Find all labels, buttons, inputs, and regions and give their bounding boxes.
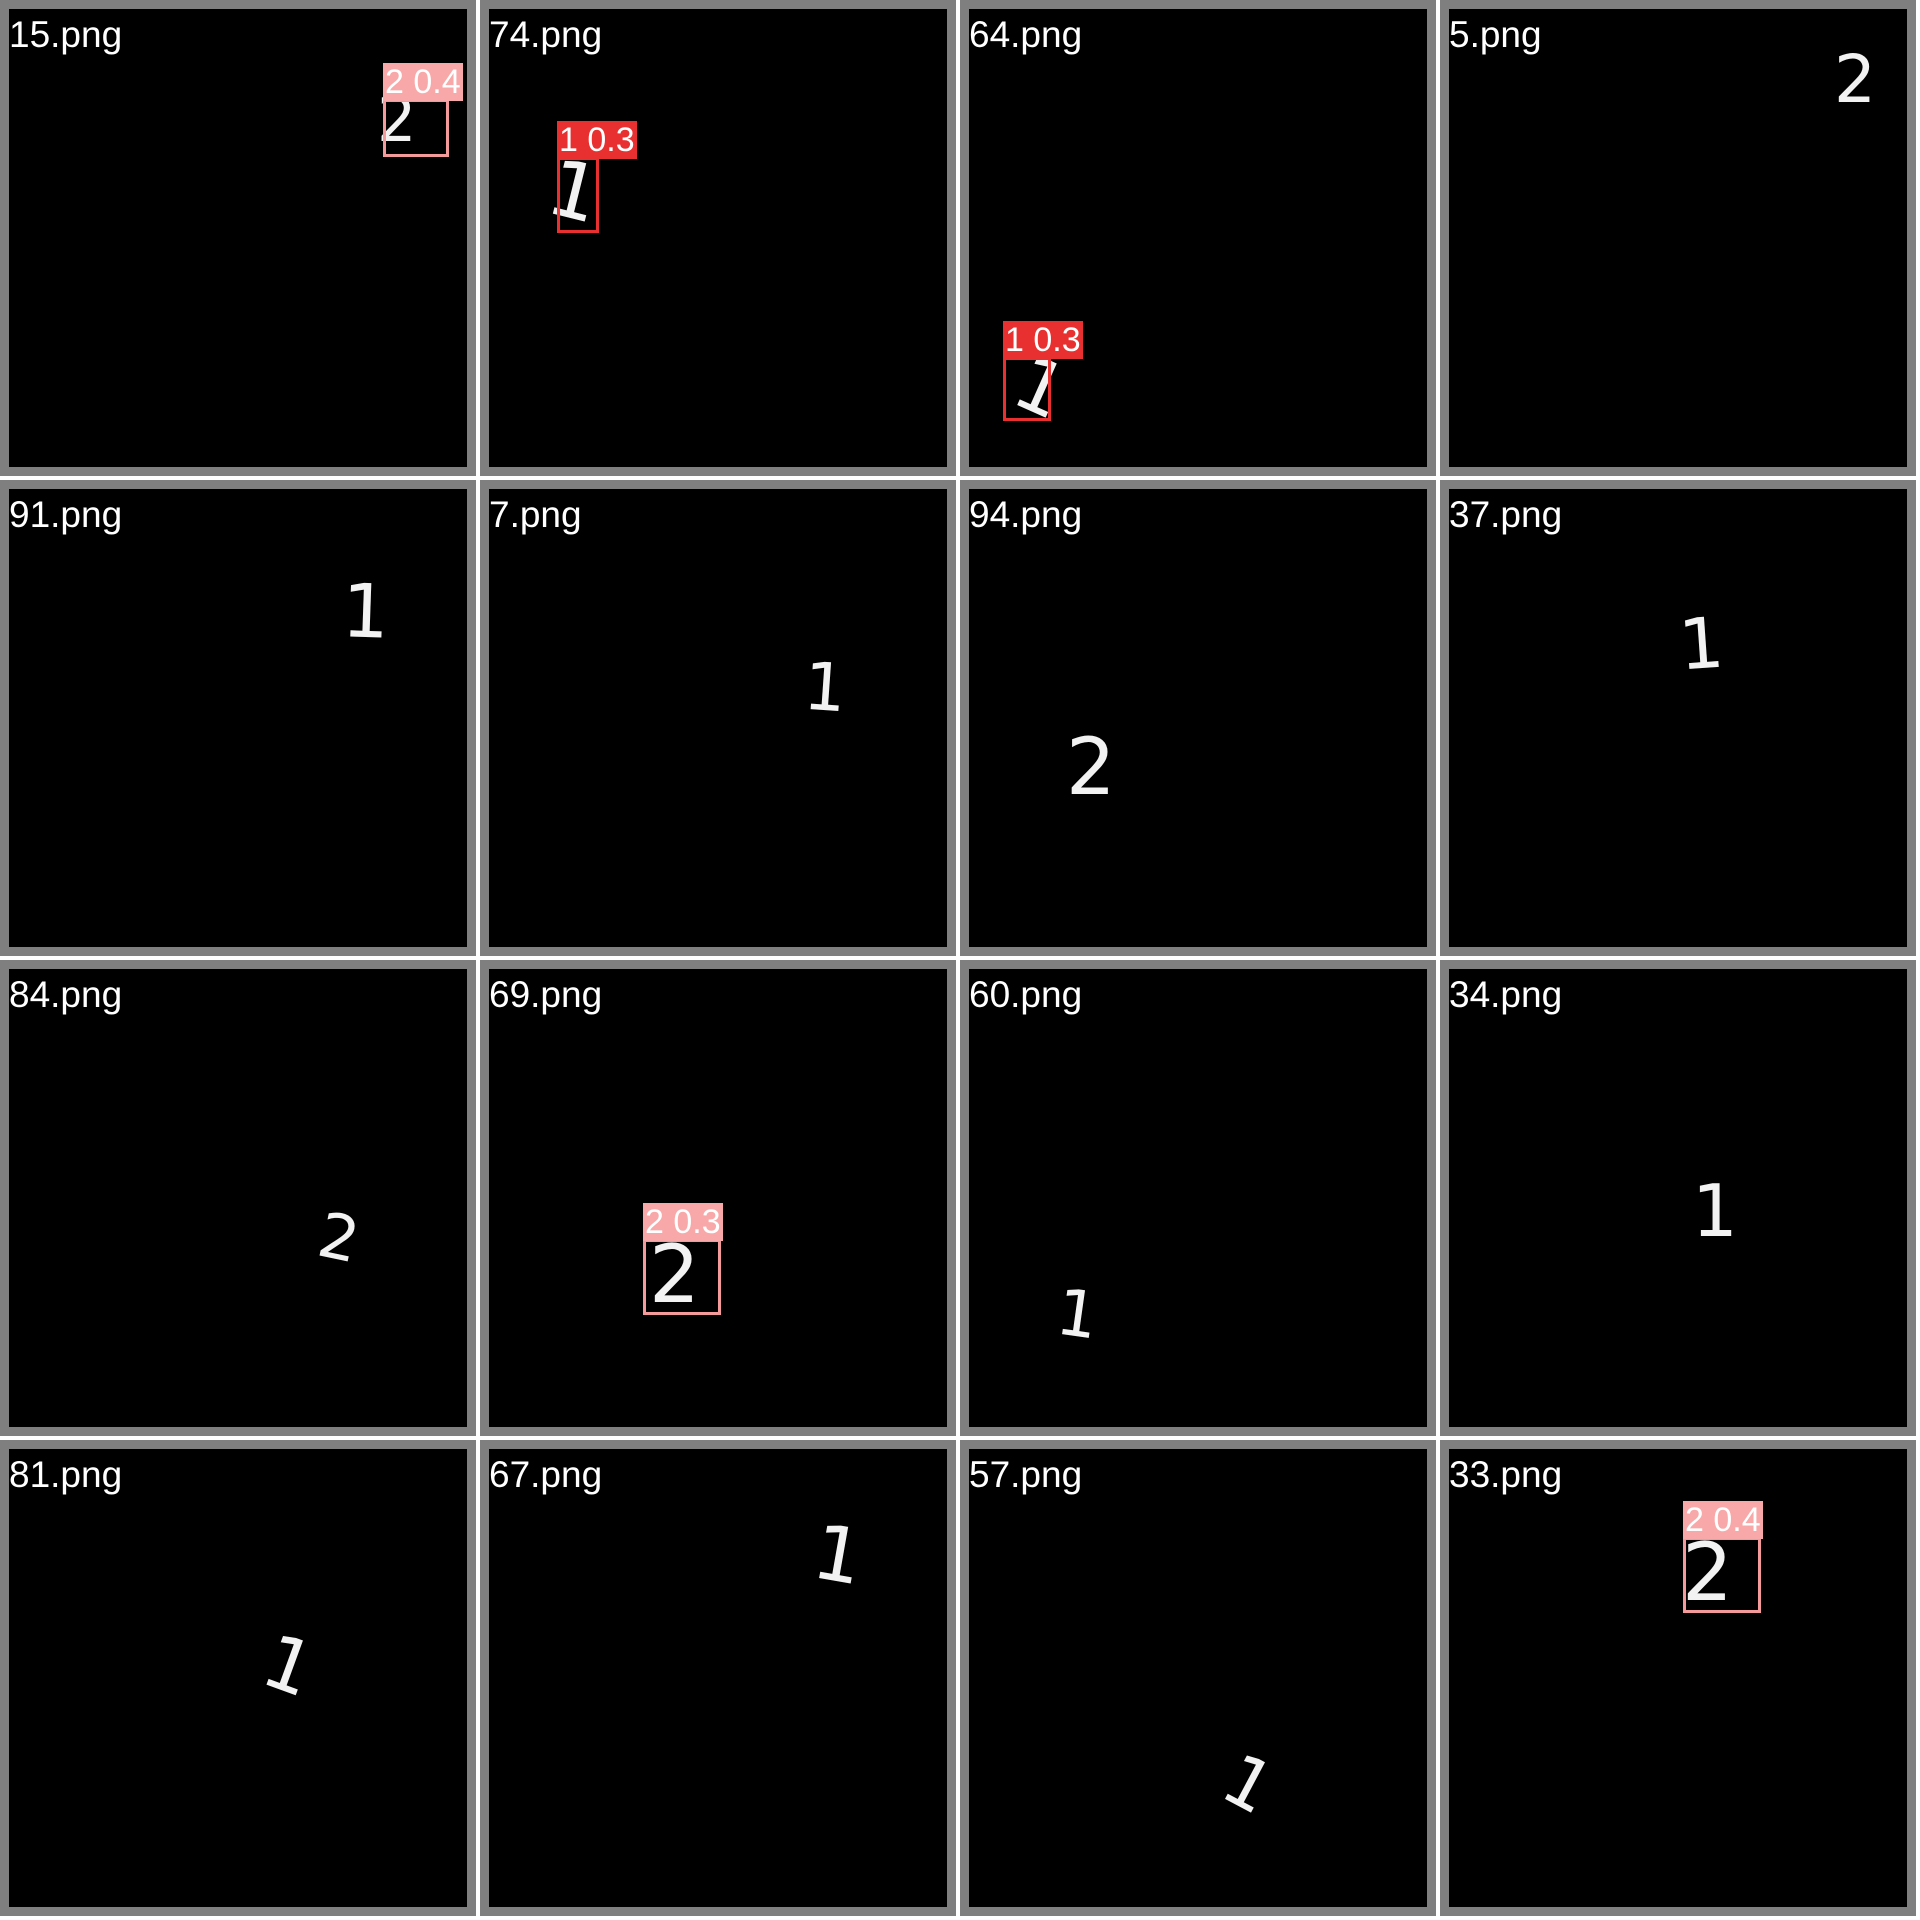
detection-label: 2 0.3 (643, 1203, 723, 1241)
tile-filename: 15.png (9, 14, 123, 55)
handwritten-digit: 1 (1209, 1737, 1288, 1831)
image-tile: 1 91.png (0, 480, 476, 956)
detection-label: 2 0.4 (383, 63, 463, 101)
image-tile: 1 37.png (1440, 480, 1916, 956)
image-tile: 2 5.png (1440, 0, 1916, 476)
tile-filename: 84.png (9, 974, 123, 1015)
tile-filename: 37.png (1449, 494, 1563, 535)
image-tile: 1 60.png (960, 960, 1436, 1436)
tile-filename: 60.png (969, 974, 1083, 1015)
handwritten-digit: 2 (1066, 723, 1116, 813)
tile-filename: 64.png (969, 14, 1083, 55)
image-tile: 1 81.png (0, 1440, 476, 1916)
image-tile: 1 67.png (480, 1440, 956, 1916)
detection-box (383, 99, 449, 157)
handwritten-digit: 1 (806, 1506, 870, 1603)
image-tile: 1 34.png (1440, 960, 1916, 1436)
detection-label: 1 0.3 (1003, 321, 1083, 359)
detection-box (1003, 357, 1051, 421)
detection-label: 2 0.4 (1683, 1501, 1763, 1539)
tile-filename: 69.png (489, 974, 603, 1015)
handwritten-digit: 1 (251, 1617, 326, 1715)
image-tile: 1 7.png (480, 480, 956, 956)
image-tile: 2 94.png (960, 480, 1436, 956)
handwritten-digit: 1 (801, 647, 849, 728)
tile-filename: 74.png (489, 14, 603, 55)
handwritten-digit: 2 (649, 1228, 700, 1321)
handwritten-digit: 2 (1682, 1526, 1733, 1619)
tile-filename: 7.png (489, 494, 582, 535)
image-tile: 1 57.png (960, 1440, 1436, 1916)
tile-filename: 91.png (9, 494, 123, 535)
handwritten-digit: 1 (1692, 1169, 1738, 1253)
tile-filename: 34.png (1449, 974, 1563, 1015)
tile-filename: 81.png (9, 1454, 123, 1495)
detection-label: 1 0.3 (557, 121, 637, 159)
tile-filename: 67.png (489, 1454, 603, 1495)
tile-filename: 5.png (1449, 14, 1542, 55)
tile-filename: 94.png (969, 494, 1083, 535)
handwritten-digit: 2 (311, 1197, 366, 1278)
detection-box (1683, 1537, 1761, 1613)
handwritten-digit: 2 (1834, 41, 1876, 118)
image-tile: 2 84.png (0, 960, 476, 1436)
handwritten-digit: 1 (1676, 601, 1727, 687)
tile-filename: 33.png (1449, 1454, 1563, 1495)
handwritten-digit: 1 (340, 568, 391, 656)
detection-box (557, 157, 599, 233)
detection-box (643, 1239, 721, 1315)
tile-filename: 57.png (969, 1454, 1083, 1495)
handwritten-digit: 1 (1052, 1275, 1103, 1355)
